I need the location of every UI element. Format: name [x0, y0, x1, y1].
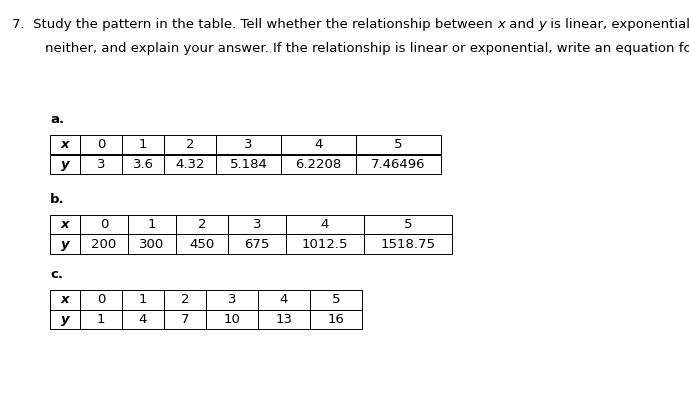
Text: 5.184: 5.184 [229, 158, 267, 171]
Text: 1: 1 [96, 313, 105, 326]
Text: 5: 5 [331, 293, 340, 306]
Text: x: x [61, 218, 70, 231]
Text: 4: 4 [280, 293, 288, 306]
Bar [50, 235, 80, 254]
Bar [281, 154, 356, 174]
Text: 1: 1 [138, 293, 147, 306]
Bar [228, 235, 286, 254]
Bar [80, 215, 128, 235]
Text: c.: c. [50, 268, 63, 281]
Text: 13: 13 [276, 313, 293, 326]
Text: 4.32: 4.32 [175, 158, 205, 171]
Bar [50, 310, 80, 329]
Bar [206, 310, 258, 329]
Text: 5: 5 [394, 138, 403, 151]
Bar [128, 235, 176, 254]
Bar [176, 235, 228, 254]
Text: 7.46496: 7.46496 [371, 158, 426, 171]
Text: 1: 1 [147, 218, 156, 231]
Text: 2: 2 [186, 138, 194, 151]
Bar [206, 290, 258, 310]
Text: and: and [505, 18, 539, 31]
Text: 0: 0 [100, 218, 108, 231]
Bar [310, 310, 362, 329]
Text: is linear, exponential, or: is linear, exponential, or [546, 18, 689, 31]
Text: 2: 2 [198, 218, 206, 231]
Text: y: y [61, 158, 70, 171]
Text: 4: 4 [314, 138, 322, 151]
Bar [164, 290, 206, 310]
Bar [164, 310, 206, 329]
Bar [122, 290, 164, 310]
Text: x: x [61, 293, 70, 306]
Text: 3: 3 [244, 138, 253, 151]
Bar [310, 290, 362, 310]
Text: 675: 675 [245, 238, 269, 251]
Bar [356, 154, 441, 174]
Text: y: y [61, 238, 70, 251]
Text: 7: 7 [181, 313, 189, 326]
Text: 3.6: 3.6 [132, 158, 154, 171]
Text: 1: 1 [138, 138, 147, 151]
Text: 2: 2 [181, 293, 189, 306]
Bar [216, 135, 281, 154]
Text: 200: 200 [92, 238, 116, 251]
Text: x: x [61, 138, 70, 151]
Text: 1012.5: 1012.5 [302, 238, 348, 251]
Bar [80, 135, 122, 154]
Bar [50, 135, 80, 154]
Bar [122, 154, 164, 174]
Bar [80, 290, 122, 310]
Bar [258, 290, 310, 310]
Text: 3: 3 [228, 293, 236, 306]
Bar [128, 215, 176, 235]
Bar [80, 310, 122, 329]
Text: 0: 0 [97, 138, 105, 151]
Bar [50, 215, 80, 235]
Text: x: x [497, 18, 505, 31]
Text: 7.  Study the pattern in the table. Tell whether the relationship between: 7. Study the pattern in the table. Tell … [12, 18, 497, 31]
Text: b.: b. [50, 193, 65, 206]
Bar [258, 310, 310, 329]
Bar [50, 154, 80, 174]
Text: 16: 16 [327, 313, 344, 326]
Text: 450: 450 [189, 238, 215, 251]
Text: 4: 4 [321, 218, 329, 231]
Bar [281, 135, 356, 154]
Text: 3: 3 [96, 158, 105, 171]
Text: a.: a. [50, 113, 64, 126]
Text: 10: 10 [223, 313, 240, 326]
Text: 4: 4 [138, 313, 147, 326]
Text: neither, and explain your answer. If the relationship is linear or exponential, : neither, and explain your answer. If the… [45, 42, 689, 55]
Bar [80, 154, 122, 174]
Bar [286, 215, 364, 235]
Text: y: y [61, 313, 70, 326]
Text: 5: 5 [404, 218, 412, 231]
Bar [122, 310, 164, 329]
Text: 0: 0 [97, 293, 105, 306]
Bar [216, 154, 281, 174]
Text: 6.2208: 6.2208 [296, 158, 342, 171]
Bar [364, 215, 452, 235]
Bar [286, 235, 364, 254]
Text: 1518.75: 1518.75 [380, 238, 435, 251]
Bar [176, 215, 228, 235]
Text: y: y [539, 18, 546, 31]
Bar [164, 135, 216, 154]
Bar [356, 135, 441, 154]
Bar [50, 290, 80, 310]
Bar [80, 235, 128, 254]
Bar [122, 135, 164, 154]
Bar [228, 215, 286, 235]
Text: 300: 300 [139, 238, 165, 251]
Text: 3: 3 [253, 218, 261, 231]
Bar [364, 235, 452, 254]
Bar [164, 154, 216, 174]
